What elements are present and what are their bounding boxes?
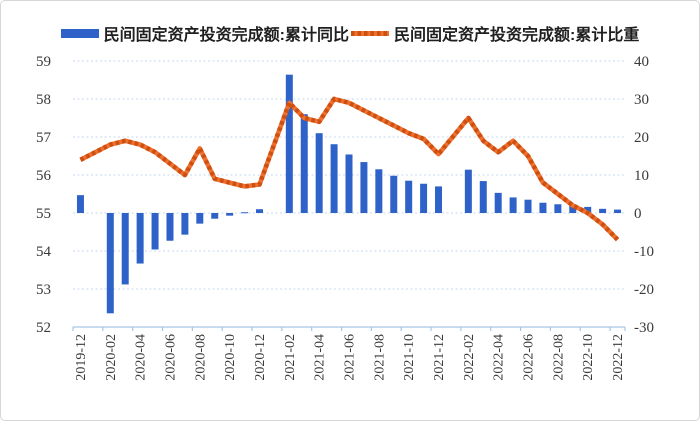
x-axis-label: 2022-06: [522, 334, 537, 381]
x-axis-label: 2020-02: [104, 334, 119, 381]
bar: [300, 114, 308, 213]
x-axis-label: 2021-08: [372, 334, 387, 381]
bar: [554, 204, 562, 213]
right-axis-label: -10: [634, 244, 654, 260]
x-axis-label: 2022-10: [581, 334, 596, 381]
bar: [360, 162, 368, 213]
bar: [136, 213, 144, 264]
bar: [76, 195, 84, 213]
bar: [524, 199, 532, 213]
right-axis-label: -20: [634, 282, 654, 298]
bar-series-label: 民间固定资产投资完成额:累计同比: [103, 27, 349, 44]
left-axis-label: 52: [36, 320, 51, 336]
left-axis-label: 53: [36, 282, 51, 298]
x-axis-label: 2019-12: [74, 334, 89, 381]
x-axis-label: 2022-08: [551, 334, 566, 381]
bar: [584, 206, 592, 213]
right-axis-label: -30: [634, 320, 654, 336]
bar: [494, 192, 502, 213]
bar: [614, 209, 622, 213]
x-axis-label: 2022-04: [492, 334, 507, 381]
x-axis-label: 2020-12: [253, 334, 268, 381]
x-axis-label: 2020-10: [223, 334, 238, 381]
bar: [121, 213, 129, 285]
bar: [315, 133, 323, 213]
bar: [345, 154, 353, 213]
bar: [151, 213, 159, 250]
line-series-path: [79, 96, 620, 242]
left-axis-label: 58: [36, 92, 51, 108]
x-axis-label: 2021-06: [343, 334, 358, 381]
bar: [375, 169, 383, 213]
bar: [285, 74, 293, 214]
line-series-swatch: [351, 30, 389, 36]
bar: [509, 197, 517, 213]
line-series-label: 民间固定资产投资完成额:累计比重: [394, 27, 640, 44]
x-axis-label: 2022-12: [611, 334, 626, 381]
bar: [599, 208, 607, 213]
legend: 民间固定资产投资完成额:累计同比 民间固定资产投资完成额:累计比重: [1, 21, 699, 45]
left-axis-label: 55: [36, 206, 51, 222]
bar: [241, 212, 249, 214]
left-axis-label: 59: [36, 54, 51, 70]
bar: [479, 181, 487, 213]
right-axis-label: 20: [634, 130, 649, 146]
bar-series-swatch: [60, 28, 99, 38]
bar: [435, 186, 443, 213]
bar: [181, 213, 189, 235]
bar: [464, 169, 472, 213]
bar: [211, 213, 219, 219]
bar: [226, 213, 234, 216]
x-axis-label: 2021-12: [432, 334, 447, 381]
x-axis-label: 2020-08: [193, 334, 208, 381]
bar: [405, 180, 413, 213]
bar: [420, 183, 428, 213]
left-axis-label: 54: [36, 244, 52, 260]
x-axis-label: 2020-04: [134, 334, 149, 381]
x-axis-label: 2022-02: [462, 334, 477, 381]
legend-item-bar-series: 民间固定资产投资完成额:累计同比: [60, 21, 349, 45]
left-axis-label: 56: [36, 168, 52, 184]
right-axis-label: 40: [634, 54, 649, 70]
x-axis-label: 2020-06: [164, 334, 179, 381]
bar: [255, 209, 263, 213]
bar: [106, 213, 114, 314]
bar: [539, 202, 547, 213]
right-axis-label: 10: [634, 168, 649, 184]
bar: [166, 213, 174, 241]
left-axis-label: 57: [36, 130, 52, 146]
legend-item-line-series: 民间固定资产投资完成额:累计比重: [351, 21, 639, 45]
x-axis-label: 2021-04: [313, 334, 328, 381]
x-axis-label: 2021-10: [402, 334, 417, 381]
right-axis-label: 0: [634, 206, 642, 222]
bar: [390, 175, 398, 213]
x-axis-label: 2021-02: [283, 334, 298, 381]
bar: [569, 205, 577, 213]
right-axis-label: 30: [634, 92, 649, 108]
bar: [330, 144, 338, 213]
bar: [196, 213, 204, 224]
